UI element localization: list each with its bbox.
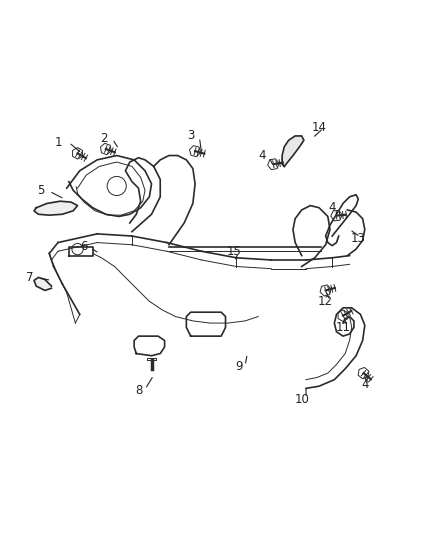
Polygon shape bbox=[34, 201, 78, 215]
Text: 8: 8 bbox=[135, 384, 142, 397]
Text: 7: 7 bbox=[26, 271, 33, 284]
Text: 3: 3 bbox=[187, 130, 194, 142]
Text: 4: 4 bbox=[259, 149, 266, 162]
Text: 11: 11 bbox=[336, 321, 350, 334]
Text: 10: 10 bbox=[294, 393, 309, 406]
Text: 6: 6 bbox=[80, 240, 88, 253]
Text: 13: 13 bbox=[351, 232, 366, 245]
Text: 14: 14 bbox=[311, 121, 327, 134]
Text: 1: 1 bbox=[54, 136, 62, 149]
Text: 12: 12 bbox=[318, 295, 333, 308]
Text: 2: 2 bbox=[100, 132, 107, 144]
Text: 4: 4 bbox=[361, 377, 368, 391]
Text: 9: 9 bbox=[235, 360, 242, 373]
Text: 5: 5 bbox=[37, 184, 44, 197]
Polygon shape bbox=[34, 277, 51, 290]
Text: 15: 15 bbox=[227, 245, 242, 258]
Polygon shape bbox=[282, 136, 304, 166]
Text: 4: 4 bbox=[328, 201, 336, 214]
